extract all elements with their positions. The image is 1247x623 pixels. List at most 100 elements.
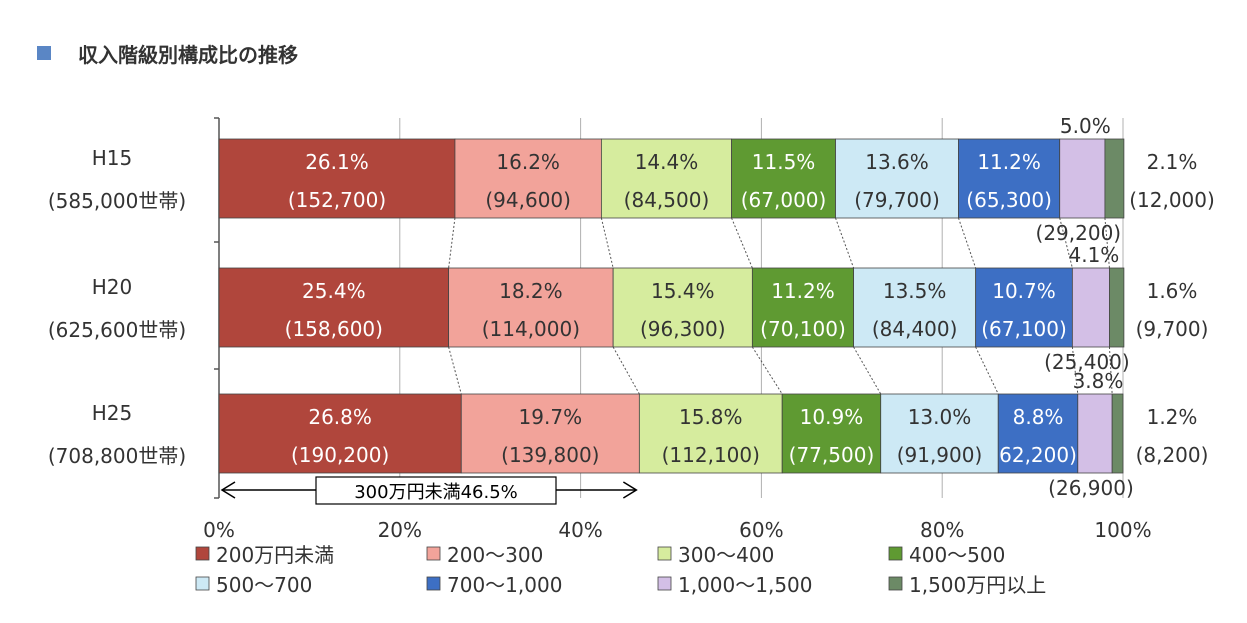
bar-segment (1111, 393, 1124, 474)
bar-segment (731, 138, 836, 219)
connector-line (600, 217, 614, 269)
legend-label: 300～400 (678, 543, 774, 567)
connector-line (1059, 217, 1073, 269)
annotation-arrowhead-left (220, 481, 236, 499)
bar-segment (638, 393, 783, 474)
legend-label: 1,000～1,500 (678, 573, 813, 597)
count-label: (77,500) (789, 443, 875, 467)
pct-label: 1.6% (1147, 279, 1198, 303)
count-label: (94,600) (485, 188, 571, 212)
pct-label: 26.8% (308, 405, 372, 429)
category-label: H20 (92, 275, 133, 299)
pct-label: 25.4% (302, 279, 366, 303)
bar-segment (997, 393, 1079, 474)
pct-label: 1.2% (1147, 405, 1198, 429)
connector-line (1104, 217, 1110, 269)
count-label: (67,100) (981, 317, 1067, 341)
annotation-arrowhead-right (622, 481, 638, 499)
count-label: (29,200) (1036, 221, 1122, 245)
category-label: H15 (92, 146, 133, 170)
count-label: (190,200) (291, 443, 389, 467)
pct-label: 13.0% (908, 405, 972, 429)
x-tick-label: 100% (1094, 518, 1151, 542)
bar-segment (880, 393, 999, 474)
pct-label: 15.8% (679, 405, 743, 429)
count-label: (158,600) (285, 317, 383, 341)
pct-label: 14.4% (635, 150, 699, 174)
legend-swatch (657, 546, 672, 561)
bar-segment (218, 267, 450, 348)
legend-label: 400～500 (909, 543, 1005, 567)
annotation: 300万円未満46.5% (220, 476, 638, 505)
legend-swatch (657, 576, 672, 591)
pct-label: 26.1% (305, 150, 369, 174)
pct-label: 11.2% (977, 150, 1041, 174)
legend-label: 200～300 (447, 543, 543, 567)
legend-swatch (195, 576, 210, 591)
bar-segment (835, 138, 959, 219)
pct-label: 3.8% (1073, 369, 1124, 393)
bars: 26.1% (152,700) 16.2% (94,600) 14.4% (84,500)… (218, 114, 1215, 500)
pct-label: 5.0% (1060, 114, 1111, 138)
bar-segment (958, 138, 1061, 219)
connector-line (853, 346, 882, 395)
count-label: (67,000) (741, 188, 827, 212)
pct-label: 18.2% (499, 279, 563, 303)
chart-title: 収入階級別構成比の推移 (78, 43, 298, 67)
pct-label: 11.2% (771, 279, 835, 303)
pct-label: 13.6% (865, 150, 929, 174)
legend-swatch (426, 546, 441, 561)
connector-line (448, 346, 462, 395)
pct-label: 8.8% (1013, 405, 1064, 429)
count-label: (84,400) (872, 317, 958, 341)
connector-line (612, 346, 640, 395)
count-label: 62,200) (999, 443, 1077, 467)
legend-label: 500～700 (216, 573, 312, 597)
pct-label: 16.2% (496, 150, 560, 174)
count-label: (96,300) (640, 317, 726, 341)
x-tick-label: 80% (920, 518, 964, 542)
count-label: (25,400) (1044, 350, 1130, 374)
legend-swatch (888, 576, 903, 591)
category-label: H25 (92, 401, 133, 425)
annotation-label: 300万円未満46.5% (354, 482, 518, 503)
connector-line (975, 346, 999, 395)
pct-label: 15.4% (651, 279, 715, 303)
pct-label: 13.5% (883, 279, 947, 303)
count-label: (79,700) (854, 188, 940, 212)
title-marker (37, 46, 51, 60)
bar-segment (460, 393, 640, 474)
connector-line (731, 217, 753, 269)
pct-label: 19.7% (519, 405, 583, 429)
count-label: (114,000) (482, 317, 580, 341)
count-label: (139,800) (501, 443, 599, 467)
count-label: (84,500) (624, 188, 710, 212)
pct-label: 11.5% (752, 150, 816, 174)
connector-line (835, 217, 855, 269)
x-tick-label: 0% (203, 518, 235, 542)
legend-label: 1,500万円以上 (909, 573, 1046, 597)
bar-segment (781, 393, 882, 474)
bar-segment (454, 138, 602, 219)
connector-line (448, 217, 456, 269)
category-labels: H15 (585,000世帯) H20 (625,600世帯) H25 (708,800世… (48, 146, 186, 468)
legend-swatch (888, 546, 903, 561)
annotation-box (315, 476, 557, 505)
pct-label: 10.9% (800, 405, 864, 429)
legend-label: 700～1,000 (447, 573, 562, 597)
pct-label: 2.1% (1147, 150, 1198, 174)
x-tick-label: 40% (558, 518, 602, 542)
category-sublabel: (625,600世帯) (48, 318, 186, 342)
bar-segment (853, 267, 977, 348)
count-label: (91,900) (897, 443, 983, 467)
count-label: (9,700) (1136, 317, 1209, 341)
count-label: (8,200) (1136, 443, 1209, 467)
pct-label: 10.7% (992, 279, 1056, 303)
bar-segment (1109, 267, 1125, 348)
bar-segment (1071, 267, 1110, 348)
legend-swatch (426, 576, 441, 591)
bar-segment (1059, 138, 1106, 219)
bar-segment (1077, 393, 1113, 474)
connector-line (957, 217, 977, 269)
